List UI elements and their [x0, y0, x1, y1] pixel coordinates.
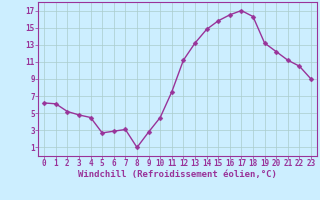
X-axis label: Windchill (Refroidissement éolien,°C): Windchill (Refroidissement éolien,°C) [78, 170, 277, 179]
